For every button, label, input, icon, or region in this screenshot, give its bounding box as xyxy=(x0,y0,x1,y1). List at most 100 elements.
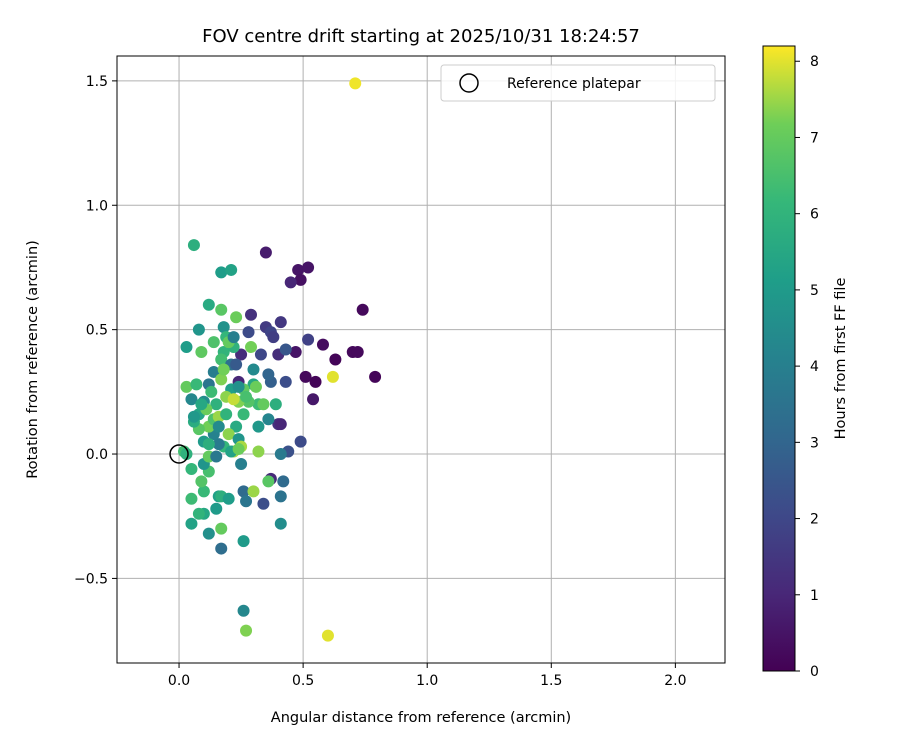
data-point xyxy=(215,303,228,316)
data-point xyxy=(222,492,235,505)
data-point xyxy=(190,378,203,391)
data-point xyxy=(254,348,267,361)
data-point xyxy=(309,375,322,388)
data-point xyxy=(274,418,287,431)
data-point xyxy=(257,398,270,411)
colorbar-tick-label: 5 xyxy=(810,283,819,299)
legend: Reference platepar xyxy=(440,64,716,102)
data-point xyxy=(289,346,302,359)
y-tick-label: 1.5 xyxy=(86,74,108,90)
data-point xyxy=(279,343,292,356)
colorbar: 0 1 2 3 4 5 6 7 8 Hours from first FF file xyxy=(762,45,849,680)
data-point xyxy=(277,475,290,488)
colorbar-tick-label: 8 xyxy=(810,54,819,70)
data-point xyxy=(185,393,198,406)
data-point xyxy=(217,363,230,376)
data-point xyxy=(240,624,253,637)
data-point xyxy=(195,475,208,488)
colorbar-ticks: 0 1 2 3 4 5 6 7 8 xyxy=(795,54,819,680)
data-point xyxy=(195,398,208,411)
y-axis-ticks: −0.5 0.0 0.5 1.0 1.5 xyxy=(74,74,117,587)
x-tick-label: 0.0 xyxy=(168,673,190,689)
data-point xyxy=(356,303,369,316)
data-point xyxy=(307,393,320,406)
y-tick-label: 1.0 xyxy=(86,198,108,214)
data-point xyxy=(294,435,307,448)
data-point xyxy=(274,517,287,530)
data-point xyxy=(180,341,193,354)
data-point xyxy=(227,393,240,406)
data-point xyxy=(215,353,228,366)
data-point xyxy=(294,273,307,286)
data-point xyxy=(252,420,265,433)
data-point xyxy=(215,522,228,535)
data-point xyxy=(230,420,243,433)
x-tick-label: 1.0 xyxy=(416,673,438,689)
data-point xyxy=(192,507,205,520)
data-point xyxy=(202,438,215,451)
data-point xyxy=(329,353,342,366)
data-point xyxy=(202,527,215,540)
data-point xyxy=(185,462,198,475)
data-point xyxy=(302,333,315,346)
x-axis-ticks: 0.0 0.5 1.0 1.5 2.0 xyxy=(168,663,687,689)
y-tick-label: 0.5 xyxy=(86,323,108,339)
data-point xyxy=(197,485,210,498)
data-point xyxy=(180,448,193,461)
data-point xyxy=(215,542,228,555)
legend-label: Reference platepar xyxy=(507,76,641,92)
scatter-points xyxy=(178,77,382,642)
data-point xyxy=(187,410,200,423)
colorbar-tick-label: 4 xyxy=(810,359,819,375)
data-point xyxy=(316,338,329,351)
colorbar-label: Hours from first FF file xyxy=(833,278,849,440)
colorbar-tick-label: 3 xyxy=(810,435,819,451)
data-point xyxy=(185,517,198,530)
data-point xyxy=(302,261,315,274)
data-point xyxy=(240,390,253,403)
data-point xyxy=(274,316,287,329)
x-tick-label: 2.0 xyxy=(664,673,686,689)
data-point xyxy=(212,420,225,433)
data-point xyxy=(267,331,280,344)
colorbar-tick-label: 2 xyxy=(810,512,819,528)
reference-platepar-marker xyxy=(169,444,189,464)
legend-marker-icon xyxy=(459,73,479,93)
data-point xyxy=(242,326,255,339)
data-point xyxy=(292,263,305,276)
data-point xyxy=(262,475,275,488)
data-point xyxy=(195,346,208,359)
data-point xyxy=(227,331,240,344)
data-point xyxy=(252,445,265,458)
data-point xyxy=(235,348,248,361)
data-point xyxy=(217,321,230,334)
data-point xyxy=(220,408,233,421)
data-point xyxy=(237,408,250,421)
data-point xyxy=(245,308,258,321)
colorbar-tick-label: 0 xyxy=(810,664,819,680)
grid-lines xyxy=(117,56,725,663)
data-point xyxy=(222,428,235,441)
data-point xyxy=(205,385,218,398)
data-point xyxy=(259,246,272,259)
data-point xyxy=(237,535,250,548)
colorbar-tick-label: 6 xyxy=(810,207,819,223)
data-point xyxy=(232,443,245,456)
data-point xyxy=(247,363,260,376)
data-point xyxy=(215,266,228,279)
data-point xyxy=(237,604,250,617)
data-point xyxy=(187,239,200,252)
plot-frame xyxy=(116,55,726,664)
chart-title: FOV centre drift starting at 2025/10/31 … xyxy=(202,26,640,47)
x-tick-label: 0.5 xyxy=(292,673,314,689)
data-point xyxy=(210,502,223,515)
data-point xyxy=(262,368,275,381)
data-point xyxy=(232,380,245,393)
data-point xyxy=(180,380,193,393)
data-point xyxy=(262,413,275,426)
data-point xyxy=(299,370,312,383)
y-tick-label: −0.5 xyxy=(74,571,108,587)
y-tick-label: 0.0 xyxy=(86,447,108,463)
data-point xyxy=(207,365,220,378)
